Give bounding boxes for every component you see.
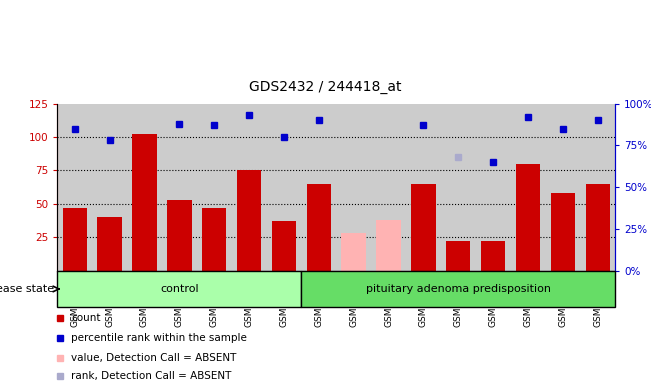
Bar xyxy=(510,104,546,271)
Bar xyxy=(271,221,296,271)
Bar xyxy=(476,104,510,271)
Bar xyxy=(92,104,127,271)
Bar xyxy=(127,104,162,271)
Bar xyxy=(551,193,575,271)
Text: disease state: disease state xyxy=(0,284,54,294)
Bar xyxy=(266,104,301,271)
Bar xyxy=(197,104,232,271)
Bar xyxy=(167,200,191,271)
Bar xyxy=(98,217,122,271)
Bar xyxy=(301,104,336,271)
Bar xyxy=(62,208,87,271)
Bar xyxy=(516,164,540,271)
Bar xyxy=(237,170,261,271)
Bar xyxy=(57,271,301,307)
Text: rank, Detection Call = ABSENT: rank, Detection Call = ABSENT xyxy=(71,371,232,381)
Bar xyxy=(585,184,610,271)
Text: pituitary adenoma predisposition: pituitary adenoma predisposition xyxy=(366,284,551,294)
Text: control: control xyxy=(160,284,199,294)
Bar xyxy=(376,220,401,271)
Bar xyxy=(580,104,615,271)
Bar xyxy=(342,233,366,271)
Bar xyxy=(411,184,436,271)
Bar xyxy=(481,241,505,271)
Bar xyxy=(162,104,197,271)
Bar xyxy=(202,208,227,271)
Bar xyxy=(336,104,371,271)
Bar xyxy=(132,134,157,271)
Text: GDS2432 / 244418_at: GDS2432 / 244418_at xyxy=(249,80,402,94)
Bar xyxy=(232,104,266,271)
Bar xyxy=(441,104,476,271)
Bar xyxy=(301,271,615,307)
Bar xyxy=(307,184,331,271)
Text: value, Detection Call = ABSENT: value, Detection Call = ABSENT xyxy=(71,353,236,363)
Text: percentile rank within the sample: percentile rank within the sample xyxy=(71,333,247,343)
Bar xyxy=(57,104,92,271)
Bar xyxy=(446,241,471,271)
Text: count: count xyxy=(71,313,101,323)
Bar xyxy=(546,104,580,271)
Bar xyxy=(371,104,406,271)
Bar xyxy=(406,104,441,271)
